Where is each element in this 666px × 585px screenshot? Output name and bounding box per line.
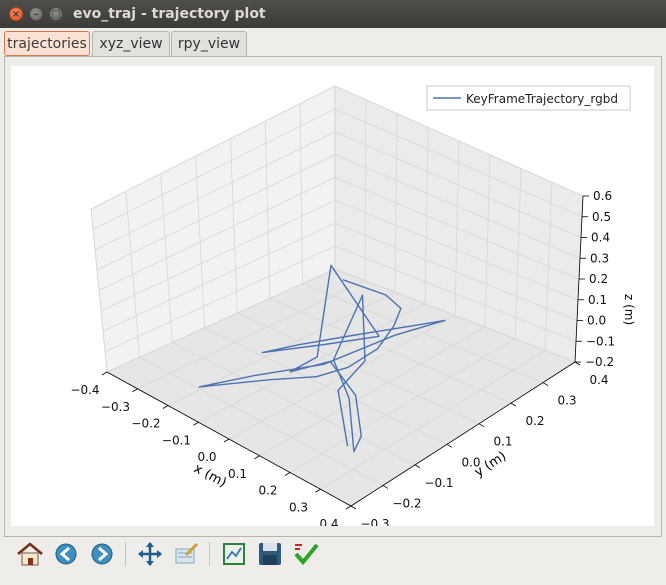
y-tick-label: −0.3 <box>360 517 389 526</box>
tab-rpy-view[interactable]: rpy_view <box>171 31 247 56</box>
z-tick-label: −0.2 <box>585 355 614 369</box>
grid-line-x <box>259 326 486 457</box>
maximize-window-button[interactable]: □ <box>49 7 63 21</box>
grid-line-y <box>171 342 416 466</box>
x-tick <box>132 388 138 393</box>
grid-line-z <box>106 268 576 373</box>
z-tick-label: 0.0 <box>587 314 606 328</box>
x-tick-label: 0.2 <box>258 484 277 498</box>
y-tick <box>382 485 389 489</box>
x-tick <box>284 472 291 476</box>
z-tick-label: 0.5 <box>592 210 611 224</box>
legend: KeyFrameTrajectory_rgbd <box>426 85 631 111</box>
y-tick-label: 0.2 <box>525 414 544 428</box>
tab-xyz-view[interactable]: xyz_view <box>92 31 170 56</box>
grid-line-x <box>198 303 426 423</box>
x-tick <box>345 505 352 510</box>
grid-line-z <box>104 245 577 352</box>
z-tick-label: 0.6 <box>593 189 612 203</box>
x-tick-label: −0.4 <box>70 383 99 397</box>
grid-line-z <box>90 85 584 210</box>
x-tick-label: −0.3 <box>101 400 130 414</box>
toolbar-separator <box>209 542 210 566</box>
configure-subplots-icon[interactable] <box>218 539 250 569</box>
window-title: evo_traj - trajectory plot <box>73 6 266 22</box>
x-tick-label: −0.1 <box>162 433 191 447</box>
toolbar-separator <box>125 542 126 566</box>
z-tick-labels: −0.2 −0.1 0.0 0.1 0.2 0.3 0.4 0.5 0.6 <box>575 189 615 369</box>
y-tick-label: −0.2 <box>392 496 421 510</box>
grid-line-z <box>94 131 582 251</box>
x-tick-label: 0.3 <box>289 500 308 514</box>
grid-line-z <box>102 222 578 332</box>
pan-move-icon[interactable] <box>134 539 166 569</box>
x-tick-label: 0.1 <box>228 467 247 481</box>
x-tick <box>193 421 199 426</box>
minimize-window-button[interactable]: – <box>29 7 43 21</box>
grid-line-x <box>289 338 516 473</box>
legend-entry: KeyFrameTrajectory_rgbd <box>466 92 618 106</box>
z-tick-label: 0.2 <box>589 272 608 286</box>
y-tick <box>350 505 357 510</box>
grid-line-z <box>100 199 579 312</box>
y-tick <box>542 382 549 386</box>
z-axis-label: z (m) <box>622 294 636 325</box>
forward-arrow-icon[interactable] <box>86 539 118 569</box>
grid-line-y <box>204 327 448 445</box>
grid-line-z <box>98 177 580 291</box>
save-icon[interactable] <box>254 539 286 569</box>
zoom-rect-icon[interactable] <box>170 539 202 569</box>
z-tick-label: −0.1 <box>586 334 615 348</box>
z-tick-label: 0.4 <box>591 231 610 245</box>
x-tick-label: 0.4 <box>319 517 338 526</box>
grid-line-x <box>137 280 366 390</box>
trajectory-line <box>198 264 446 453</box>
x-tick-label: −0.2 <box>131 417 160 431</box>
trajectory-3d-plot: −0.4−0.3−0.2−0.10.00.10.20.30.4 −0.3−0.2… <box>70 85 636 531</box>
window-titlebar: × – □ evo_traj - trajectory plot <box>0 0 666 28</box>
y-tick <box>414 464 421 469</box>
y-tick <box>446 443 453 448</box>
x-tick-labels: −0.4−0.3−0.2−0.1 0.0 0.1 0.2 0.3 0.4 <box>70 371 352 531</box>
x-tick-label: 0.0 <box>197 450 216 464</box>
y-tick-label: 0.3 <box>557 394 576 408</box>
z-tick-label: 0.1 <box>588 293 607 307</box>
close-window-button[interactable]: × <box>9 7 23 21</box>
y-tick <box>510 402 517 407</box>
x-tick <box>315 488 321 493</box>
back-arrow-icon[interactable] <box>50 539 82 569</box>
y-tick <box>574 361 581 366</box>
grid-line-y <box>269 298 512 404</box>
x-tick <box>101 371 108 376</box>
x-tick <box>223 438 230 443</box>
y-tick <box>478 423 485 428</box>
x-tick <box>254 455 260 460</box>
plot-canvas[interactable]: −0.4 −0.3 −0.2 −0.1 0.0 0.1 0.2 0.3 0.4 −0.3 −0.2… <box>11 66 654 531</box>
y-tick-label: 0.0 <box>461 455 480 469</box>
y-axis-line <box>350 361 576 507</box>
y-tick-label: −0.1 <box>424 476 453 490</box>
edit-axes-check-icon[interactable] <box>290 539 322 569</box>
home-icon[interactable] <box>14 539 46 569</box>
y-tick-label: 0.4 <box>589 373 608 387</box>
y-tick-label: 0.1 <box>493 435 512 449</box>
grid-line-z <box>96 154 581 271</box>
y-axis-label: y (m) <box>472 449 509 480</box>
grid-line-z <box>92 108 583 230</box>
z-tick-label: 0.3 <box>590 251 609 265</box>
tab-trajectories[interactable]: trajectories <box>4 31 90 56</box>
x-axis-label: x (m) <box>191 461 229 491</box>
x-tick <box>162 405 169 409</box>
grid-line-y <box>139 356 384 486</box>
grid-line-x <box>320 350 546 490</box>
grid-line-y <box>302 283 544 383</box>
